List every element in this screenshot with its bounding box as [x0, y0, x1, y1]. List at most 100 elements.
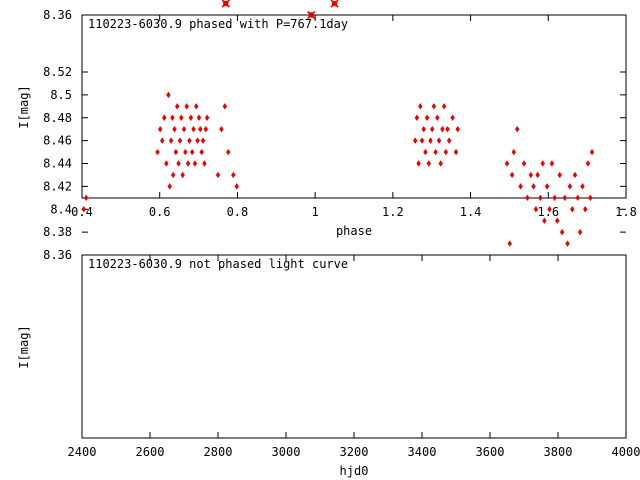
- data-point: [445, 125, 450, 133]
- data-point: [202, 160, 207, 167]
- data-point: [549, 160, 555, 167]
- data-point: [531, 183, 536, 190]
- data-point: [200, 137, 206, 144]
- data-point: [533, 206, 539, 213]
- data-point: [203, 125, 208, 133]
- data-point: [81, 206, 86, 213]
- data-point: [187, 137, 192, 144]
- y-tick-label: 8.36: [43, 8, 72, 22]
- axis-ticks: 0.40.60.811.21.41.61.88.368.388.48.428.4…: [43, 8, 637, 219]
- panel-unphased: 2400 2600 2800 3000 3200 3400 3600 3800 4000 8.36…: [17, 65, 640, 478]
- data-point: [330, 0, 339, 8]
- data-point: [215, 171, 221, 179]
- x-axis-label: hjd0: [340, 464, 369, 478]
- data-point: [525, 194, 530, 202]
- data-point: [183, 148, 188, 156]
- data-point: [167, 183, 172, 190]
- x-tick-label: 1.8: [615, 205, 637, 219]
- data-point: [433, 148, 438, 156]
- data-point: [175, 103, 180, 110]
- data-point: [515, 125, 520, 133]
- data-point: [170, 171, 176, 179]
- y-tick-label: 8.38: [43, 225, 72, 239]
- data-point: [194, 103, 199, 110]
- data-point: [188, 114, 193, 121]
- data-point: [436, 137, 442, 144]
- y-tick-label: 8.46: [43, 134, 72, 148]
- data-point: [538, 194, 543, 202]
- chart-title: 110223-6030.9 not phased light curve: [88, 257, 348, 271]
- x-tick-label: 0.6: [149, 205, 171, 219]
- data-point: [177, 137, 183, 144]
- x-tick-label: 3200: [340, 445, 369, 459]
- y-tick-label: 8.42: [43, 179, 72, 193]
- data-point: [544, 183, 550, 190]
- data-point: [441, 103, 447, 110]
- data-point: [511, 148, 516, 156]
- data-point: [424, 114, 430, 121]
- data-point: [542, 217, 547, 224]
- data-point: [421, 125, 426, 133]
- data-point: [226, 148, 231, 156]
- x-tick-label: 4000: [612, 445, 640, 459]
- data-point: [166, 91, 171, 99]
- data-point: [589, 148, 595, 156]
- data-point: [431, 103, 437, 110]
- data-point: [184, 103, 189, 110]
- data-points: [221, 0, 339, 20]
- data-point: [414, 114, 420, 121]
- data-point: [199, 148, 204, 156]
- data-point: [234, 183, 239, 190]
- data-point: [509, 171, 515, 179]
- data-point: [198, 125, 203, 133]
- data-point: [164, 160, 169, 167]
- x-tick-label: 1.4: [460, 205, 482, 219]
- data-point: [580, 183, 585, 190]
- data-point: [173, 148, 179, 156]
- data-point: [180, 171, 185, 179]
- data-point: [418, 103, 423, 110]
- y-tick-label: 8.4: [50, 202, 72, 216]
- data-points: [81, 91, 595, 247]
- data-point: [160, 137, 165, 144]
- x-tick-label: 2400: [68, 445, 97, 459]
- data-point: [567, 183, 573, 190]
- data-point: [435, 114, 440, 121]
- data-point: [528, 171, 533, 179]
- data-point: [430, 125, 435, 133]
- data-point: [450, 114, 455, 121]
- data-point: [443, 148, 448, 156]
- data-point: [168, 137, 174, 144]
- data-point: [221, 0, 230, 8]
- data-point: [185, 160, 191, 167]
- data-point: [195, 137, 200, 144]
- data-point: [426, 160, 431, 167]
- data-point: [438, 160, 443, 167]
- data-point: [559, 228, 565, 236]
- y-tick-label: 8.44: [43, 157, 72, 171]
- data-point: [196, 114, 202, 121]
- data-point: [507, 240, 512, 247]
- data-point: [440, 125, 445, 133]
- y-axis-label: I[mag]: [17, 85, 31, 128]
- data-point: [547, 206, 552, 213]
- x-tick-label: 2800: [204, 445, 233, 459]
- data-point: [575, 194, 580, 202]
- data-point: [219, 125, 224, 133]
- data-point: [557, 171, 562, 179]
- data-point: [555, 217, 560, 224]
- x-tick-label: 1.2: [382, 205, 404, 219]
- y-axis-label: I[mag]: [17, 325, 31, 368]
- data-point: [176, 160, 181, 167]
- data-point: [172, 125, 177, 133]
- data-point: [192, 160, 198, 167]
- data-point: [585, 160, 591, 167]
- x-tick-label: 3600: [476, 445, 505, 459]
- data-point: [453, 148, 459, 156]
- panel-phased: 0.4 0.6 0.8 1 1.2 1.4 1.6 1.8 8.36 8.38 8.4 8.42 8.4…: [17, 0, 637, 238]
- data-point: [170, 114, 175, 121]
- data-point: [562, 194, 567, 202]
- x-tick-label: 3000: [272, 445, 301, 459]
- x-tick-label: 0.4: [71, 205, 93, 219]
